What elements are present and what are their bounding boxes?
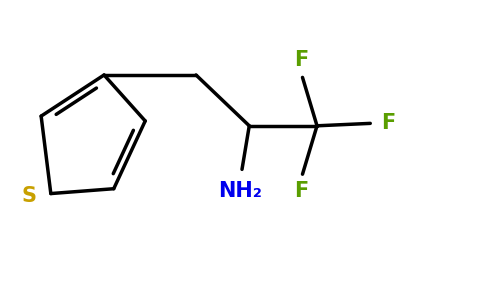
Text: S: S xyxy=(22,186,36,206)
Text: NH₂: NH₂ xyxy=(218,181,261,201)
Text: F: F xyxy=(381,113,396,134)
Text: F: F xyxy=(294,50,309,70)
Text: F: F xyxy=(294,181,309,201)
